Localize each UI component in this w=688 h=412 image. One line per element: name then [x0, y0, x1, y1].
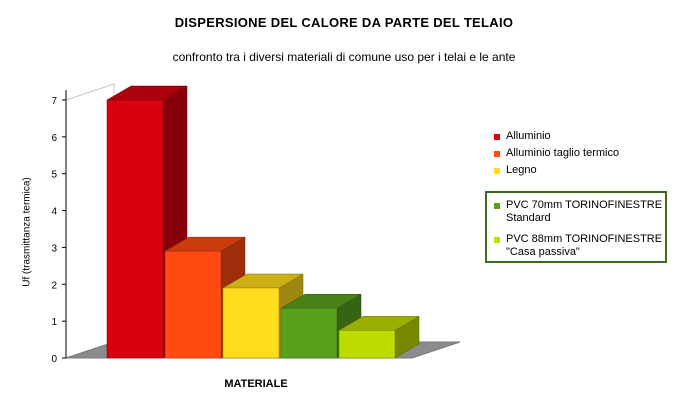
legend-label: Alluminio	[506, 130, 551, 142]
legend-swatch	[494, 237, 500, 243]
bar-front	[106, 99, 164, 359]
legend-entry: Alluminio	[494, 130, 676, 143]
bars	[106, 85, 420, 359]
legend-label: Alluminio taglio termico	[506, 147, 620, 159]
y-tick-label: 3	[51, 243, 57, 254]
legend-entry: PVC 70mm TORINOFINESTRE Standard	[494, 199, 676, 225]
bar-front	[164, 250, 222, 359]
y-tick-label: 0	[51, 354, 57, 365]
y-tick-label: 6	[51, 133, 57, 144]
x-axis-label: MATERIALE	[224, 378, 288, 390]
y-tick-label: 5	[51, 170, 57, 181]
bar-front	[280, 307, 338, 359]
y-tick-label: 2	[51, 280, 57, 291]
y-tick-label: 1	[51, 317, 57, 328]
legend-swatch	[494, 203, 500, 209]
legend-entry: Legno	[494, 164, 676, 177]
y-axis: 0 1 2 3 4 5 6 7	[51, 96, 66, 365]
legend-swatch	[494, 151, 500, 157]
legend-label: PVC 70mm TORINOFINESTRE Standard	[506, 199, 663, 224]
chart-subtitle: confronto tra i diversi materiali di com…	[172, 50, 516, 64]
legend-label: PVC 88mm TORINOFINESTRE "Casa passiva"	[506, 233, 663, 258]
y-axis-label: Uf (trasmittanza termica)	[21, 177, 33, 287]
legend-swatch	[494, 134, 500, 140]
legend-entry: Alluminio taglio termico	[494, 147, 676, 160]
y-tick-label: 7	[51, 96, 57, 107]
bar	[338, 315, 420, 359]
legend-swatch	[494, 168, 500, 174]
chart-title: DISPERSIONE DEL CALORE DA PARTE DEL TELA…	[174, 15, 514, 30]
legend-highlight-box	[485, 191, 667, 263]
legend-label: Legno	[506, 164, 537, 176]
bar-front	[338, 330, 396, 359]
legend-entry: PVC 88mm TORINOFINESTRE "Casa passiva"	[494, 233, 676, 259]
bar-front	[222, 287, 280, 359]
y-tick-label: 4	[51, 207, 57, 218]
